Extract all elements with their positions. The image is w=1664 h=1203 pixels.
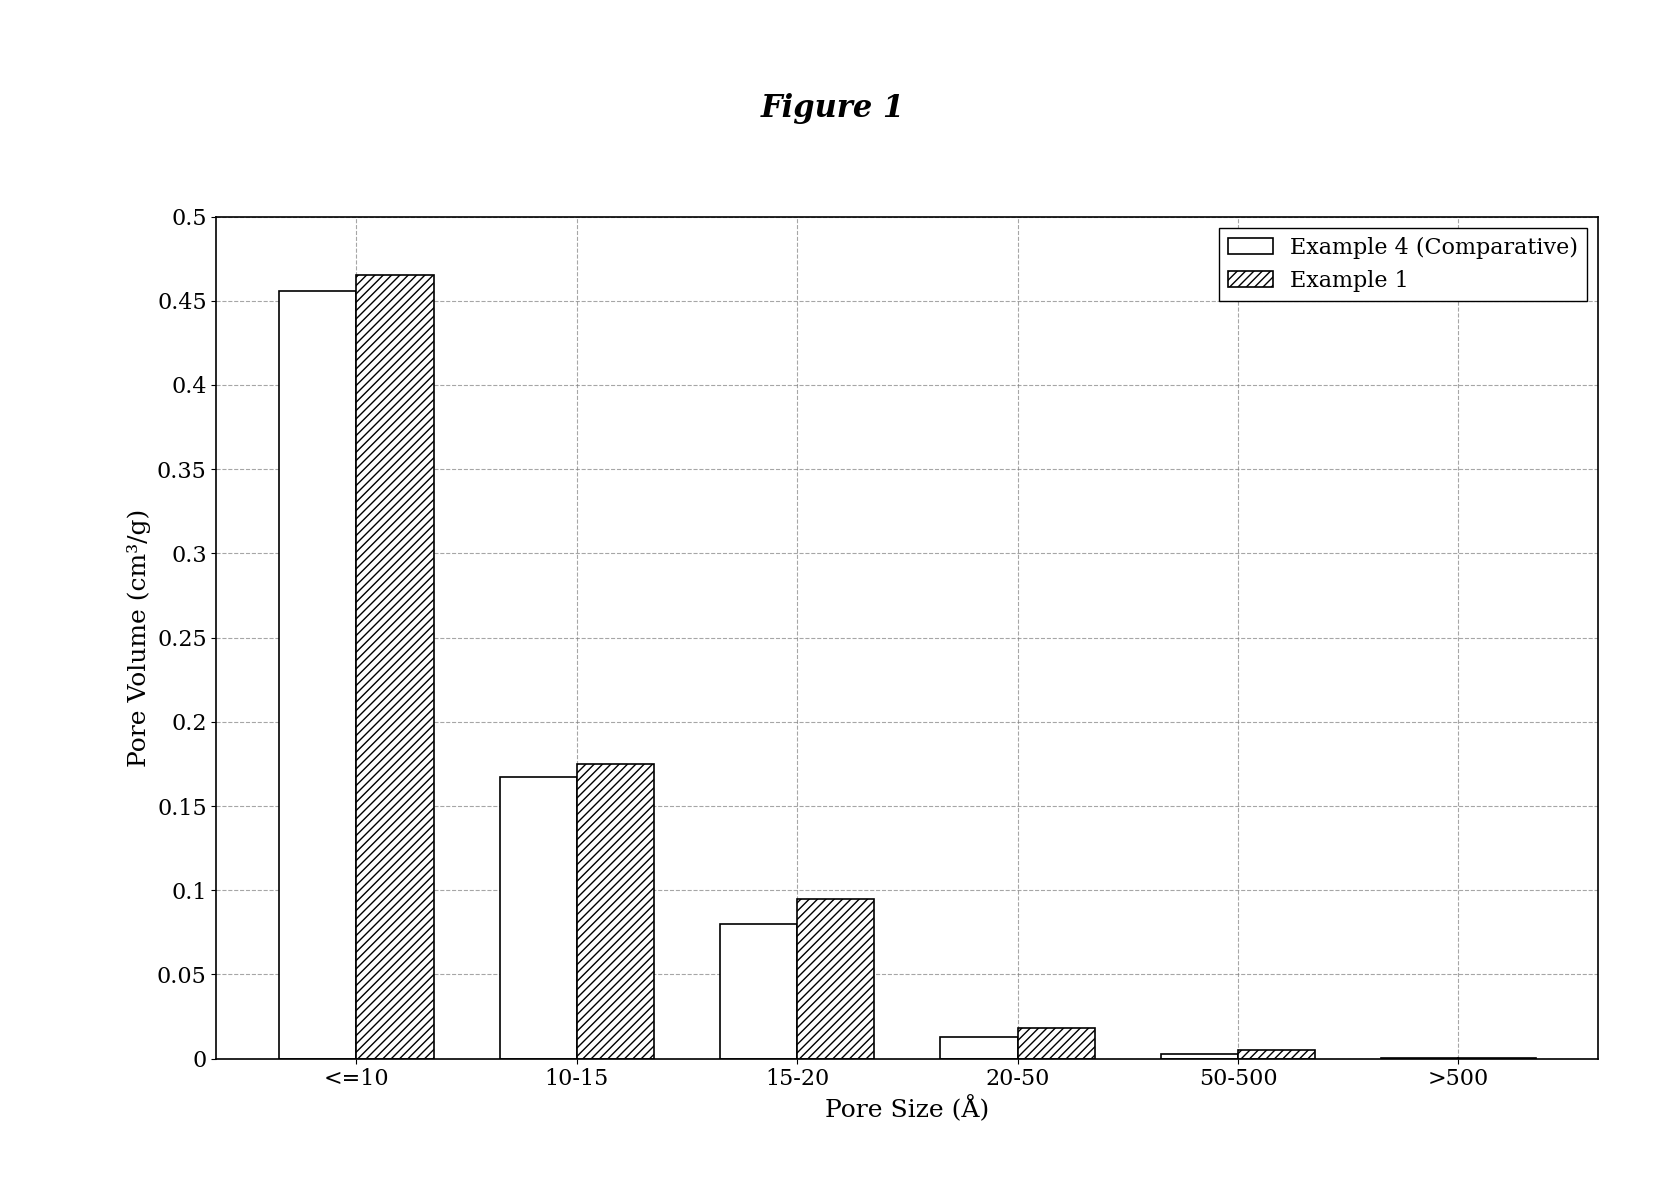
Bar (719, 924, 797, 1059)
Bar (576, 764, 654, 1059)
Bar (797, 899, 874, 1059)
Bar (356, 275, 433, 1059)
X-axis label: Pore Size (Å): Pore Size (Å) (825, 1096, 988, 1122)
Bar (1160, 1054, 1238, 1059)
Bar (1238, 1050, 1315, 1059)
Text: Figure 1: Figure 1 (760, 93, 904, 124)
Bar (280, 291, 356, 1059)
Bar (499, 777, 576, 1059)
Legend: Example 4 (Comparative), Example 1: Example 4 (Comparative), Example 1 (1218, 227, 1586, 301)
Bar (940, 1037, 1017, 1059)
Bar (1017, 1029, 1095, 1059)
Y-axis label: Pore Volume (cm³/g): Pore Volume (cm³/g) (128, 509, 151, 766)
